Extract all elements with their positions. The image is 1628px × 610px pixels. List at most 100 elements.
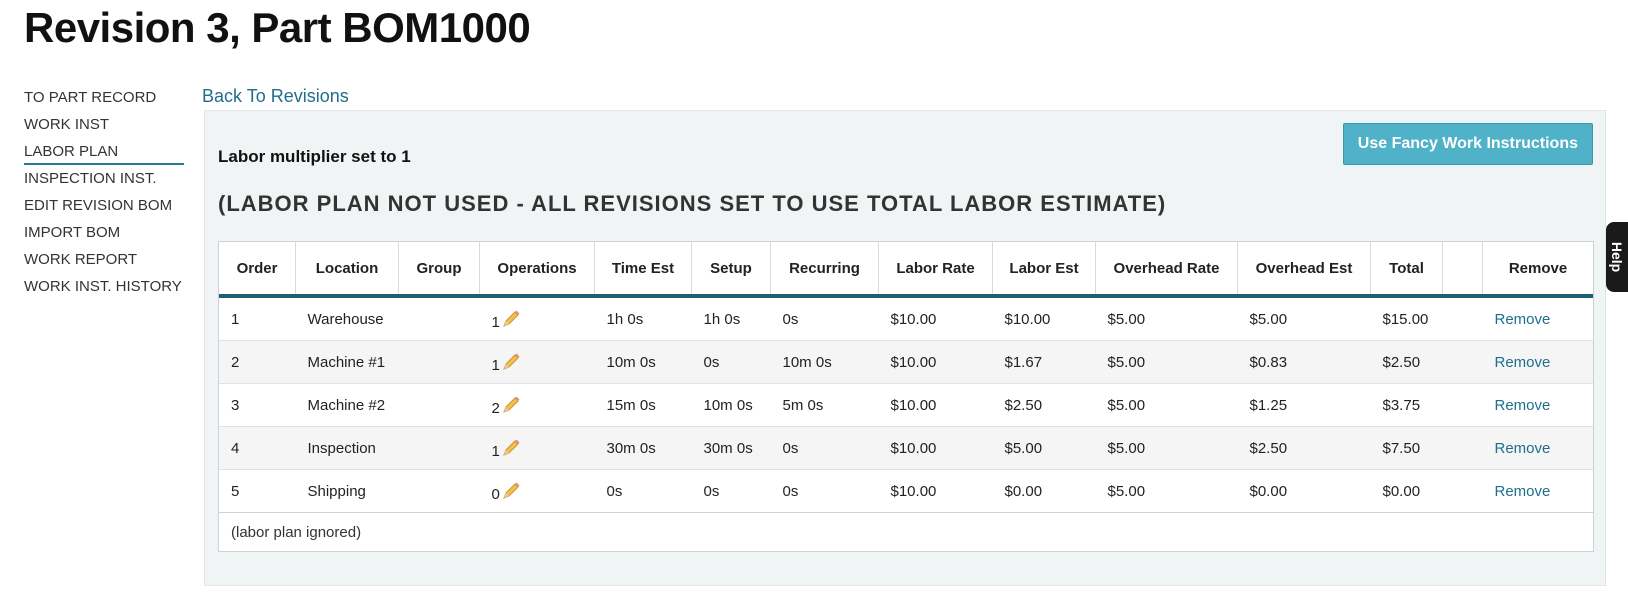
cell-time-est: 0s (594, 469, 692, 513)
column-header-recurring: Recurring (770, 242, 879, 298)
cell-operations: 1 (480, 296, 595, 341)
cell-remove: Remove (1483, 296, 1594, 341)
operations-count: 1 (491, 313, 500, 331)
cell-blank (1442, 383, 1483, 427)
pencil-icon[interactable] (501, 309, 521, 329)
cell-labor-est: $0.00 (992, 469, 1096, 513)
remove-link[interactable]: Remove (1494, 353, 1551, 371)
cell-overhead-est: $1.25 (1237, 383, 1371, 427)
cell-operations: 1 (479, 340, 595, 384)
sidebar-item-edit-revision-bom[interactable]: EDIT REVISION BOM (24, 197, 173, 214)
remove-link[interactable]: Remove (1494, 439, 1551, 457)
labor-plan-notice: (LABOR PLAN NOT USED - ALL REVISIONS SET… (218, 191, 1167, 216)
cell-location: Machine #2 (295, 383, 399, 427)
cell-time-est: 10m 0s (594, 340, 692, 384)
cell-group (399, 296, 480, 341)
help-tab[interactable]: Help (1606, 222, 1628, 292)
cell-total: $3.75 (1370, 383, 1443, 427)
table-row: 3 Machine #2 2 15m 0s 10m 0s 5m 0s $10.0… (219, 383, 1593, 427)
cell-blank (1443, 296, 1483, 341)
cell-order: 2 (219, 340, 296, 384)
cell-recurring: 0s (770, 426, 879, 470)
cell-location: Machine #1 (295, 340, 399, 384)
column-header-location: Location (295, 242, 399, 298)
column-header-total: Total (1370, 242, 1443, 298)
labor-multiplier-text: Labor multiplier set to 1 (218, 147, 411, 166)
sidebar-item-import-bom[interactable]: IMPORT BOM (24, 224, 121, 241)
cell-recurring: 10m 0s (770, 340, 879, 384)
cell-setup: 0s (691, 469, 771, 513)
sidebar-item-to-part-record[interactable]: TO PART RECORD (24, 89, 157, 106)
cell-operations: 2 (479, 383, 595, 427)
cell-time-est: 1h 0s (606, 310, 644, 328)
column-header-group: Group (398, 242, 480, 298)
cell-overhead-est: $5.00 (1249, 310, 1288, 328)
cell-labor-est: $5.00 (992, 426, 1096, 470)
cell-total: $0.00 (1370, 469, 1443, 513)
cell-time-est: 15m 0s (594, 383, 692, 427)
cell-overhead-est: $2.50 (1237, 426, 1371, 470)
page-title: Revision 3, Part BOM1000 (24, 4, 531, 51)
use-fancy-work-instructions-button[interactable]: Use Fancy Work Instructions (1342, 123, 1593, 165)
cell-remove: Remove (1482, 469, 1593, 513)
cell-setup: 10m 0s (691, 383, 771, 427)
cell-recurring: 0s (770, 469, 879, 513)
cell-remove: Remove (1482, 426, 1593, 470)
column-header-labor-rate: Labor Rate (878, 242, 993, 298)
remove-link[interactable]: Remove (1494, 310, 1551, 328)
cell-blank (1442, 426, 1483, 470)
cell-overhead-rate: $5.00 (1107, 310, 1146, 328)
pencil-icon[interactable] (501, 395, 521, 415)
pencil-icon[interactable] (501, 438, 521, 458)
sidebar-item-labor-plan[interactable]: LABOR PLAN (24, 138, 184, 165)
cell-blank (1442, 340, 1483, 384)
pencil-icon[interactable] (501, 352, 521, 372)
column-header-remove: Remove (1482, 242, 1593, 298)
cell-order: 5 (219, 469, 296, 513)
sidebar-item-inspection-inst[interactable]: INSPECTION INST. (24, 170, 157, 187)
cell-group (398, 383, 480, 427)
table-row: 1 Warehouse 1 1h 0s 1h 0s 0s $10.00 $10.… (219, 296, 1593, 341)
table-row: 2 Machine #1 1 10m 0s 0s 10m 0s $10.00 $… (219, 340, 1593, 384)
side-nav: TO PART RECORD WORK INST LABOR PLAN INSP… (24, 84, 184, 300)
cell-order: 3 (219, 383, 296, 427)
cell-location: Warehouse (307, 310, 384, 328)
cell-labor-rate: $10.00 (878, 469, 993, 513)
table-footer-row: (labor plan ignored) (219, 512, 1593, 551)
column-header-blank (1442, 242, 1483, 298)
sidebar-item-work-report[interactable]: WORK REPORT (24, 251, 138, 268)
cell-group (398, 469, 480, 513)
cell-overhead-rate: $5.00 (1095, 383, 1238, 427)
cell-overhead-est: $0.83 (1237, 340, 1371, 384)
cell-labor-est: $2.50 (992, 383, 1096, 427)
sidebar-item-work-inst[interactable]: WORK INST (24, 116, 109, 133)
cell-total: $15.00 (1382, 310, 1429, 328)
cell-labor-est: $1.67 (992, 340, 1096, 384)
cell-order: 1 (231, 310, 240, 328)
remove-link[interactable]: Remove (1494, 482, 1551, 500)
remove-link[interactable]: Remove (1494, 396, 1551, 414)
cell-remove: Remove (1482, 340, 1593, 384)
table-header-row: Order Location Group Operations Time Est… (219, 242, 1593, 298)
cell-group (398, 426, 480, 470)
cell-total: $7.50 (1370, 426, 1443, 470)
sidebar-item-work-inst-history[interactable]: WORK INST. HISTORY (24, 278, 182, 295)
column-header-operations: Operations (479, 242, 595, 298)
labor-plan-ignored-note: (labor plan ignored) (219, 512, 1593, 551)
cell-group (398, 340, 480, 384)
column-header-overhead-rate: Overhead Rate (1095, 242, 1238, 298)
cell-operations: 0 (479, 469, 595, 513)
table-row: 5 Shipping 0 0s 0s 0s $10.00 $0.00 $5.00… (219, 469, 1593, 513)
operations-count: 1 (491, 356, 500, 374)
column-header-order: Order (219, 242, 296, 298)
pencil-icon[interactable] (501, 481, 521, 501)
back-to-revisions-link[interactable]: Back To Revisions (202, 86, 349, 106)
cell-overhead-rate: $5.00 (1095, 340, 1238, 384)
cell-labor-rate: $10.00 (878, 426, 993, 470)
column-header-labor-est: Labor Est (992, 242, 1096, 298)
cell-total: $2.50 (1370, 340, 1443, 384)
cell-remove: Remove (1482, 383, 1593, 427)
labor-plan-table: Order Location Group Operations Time Est… (218, 241, 1594, 552)
cell-setup: 0s (691, 340, 771, 384)
cell-location: Inspection (295, 426, 399, 470)
